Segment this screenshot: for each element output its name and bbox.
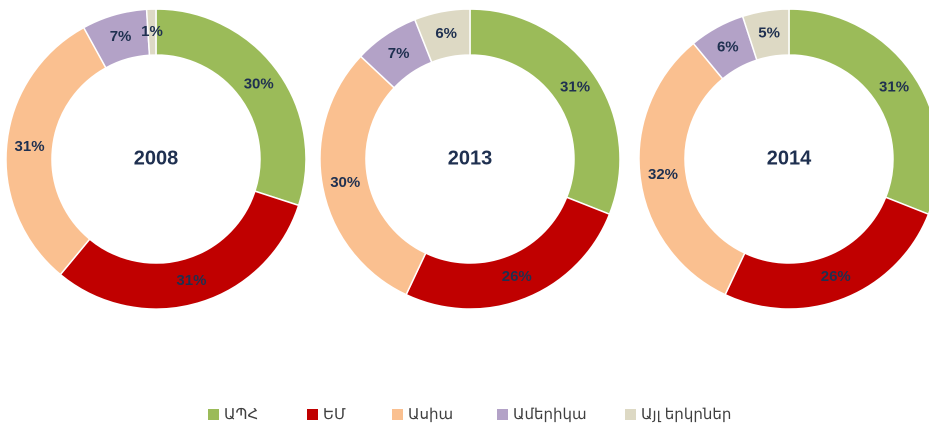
legend-label: ԱՊՀ [224,406,258,423]
donut-slice [741,8,790,62]
slice-label: 30% [330,174,360,191]
donut-slice [155,8,307,207]
donut-slice [469,8,621,216]
donut-slice [638,42,746,296]
donut-center-label: 2008 [134,147,179,169]
slice-label: 31% [879,79,909,96]
slice-label: 1% [141,23,163,40]
donut-slice [724,196,929,310]
slice-label: 30% [244,75,274,92]
donut-slice [413,8,471,64]
slice-label: 26% [502,268,532,285]
donut-center-label: 2014 [767,147,812,169]
donut-slice [145,8,157,57]
slice-label: 31% [560,79,590,96]
donut-center-label: 2013 [448,147,493,169]
legend-label: ԵՄ [323,406,346,423]
legend-label: Ամերիկա [513,406,587,423]
donut-slice [59,190,300,310]
legend-swatch [497,409,508,420]
donut-slice [5,26,107,276]
slice-label: 32% [648,166,678,183]
donut-slice [788,8,929,216]
slice-label: 26% [821,268,851,285]
slice-label: 6% [435,25,457,42]
legend-label: Այլ երկրներ [641,406,731,423]
legend-swatch [625,409,636,420]
slice-label: 7% [388,45,410,62]
legend-swatch [392,409,403,420]
legend-swatch [208,409,219,420]
legend-swatch [307,409,318,420]
slice-label: 31% [15,138,45,155]
donut-slice [405,196,611,310]
slice-label: 7% [110,28,132,45]
slice-label: 31% [176,272,206,289]
slice-label: 5% [758,25,780,42]
legend-label: Ասիա [408,406,453,423]
slice-label: 6% [717,39,739,56]
